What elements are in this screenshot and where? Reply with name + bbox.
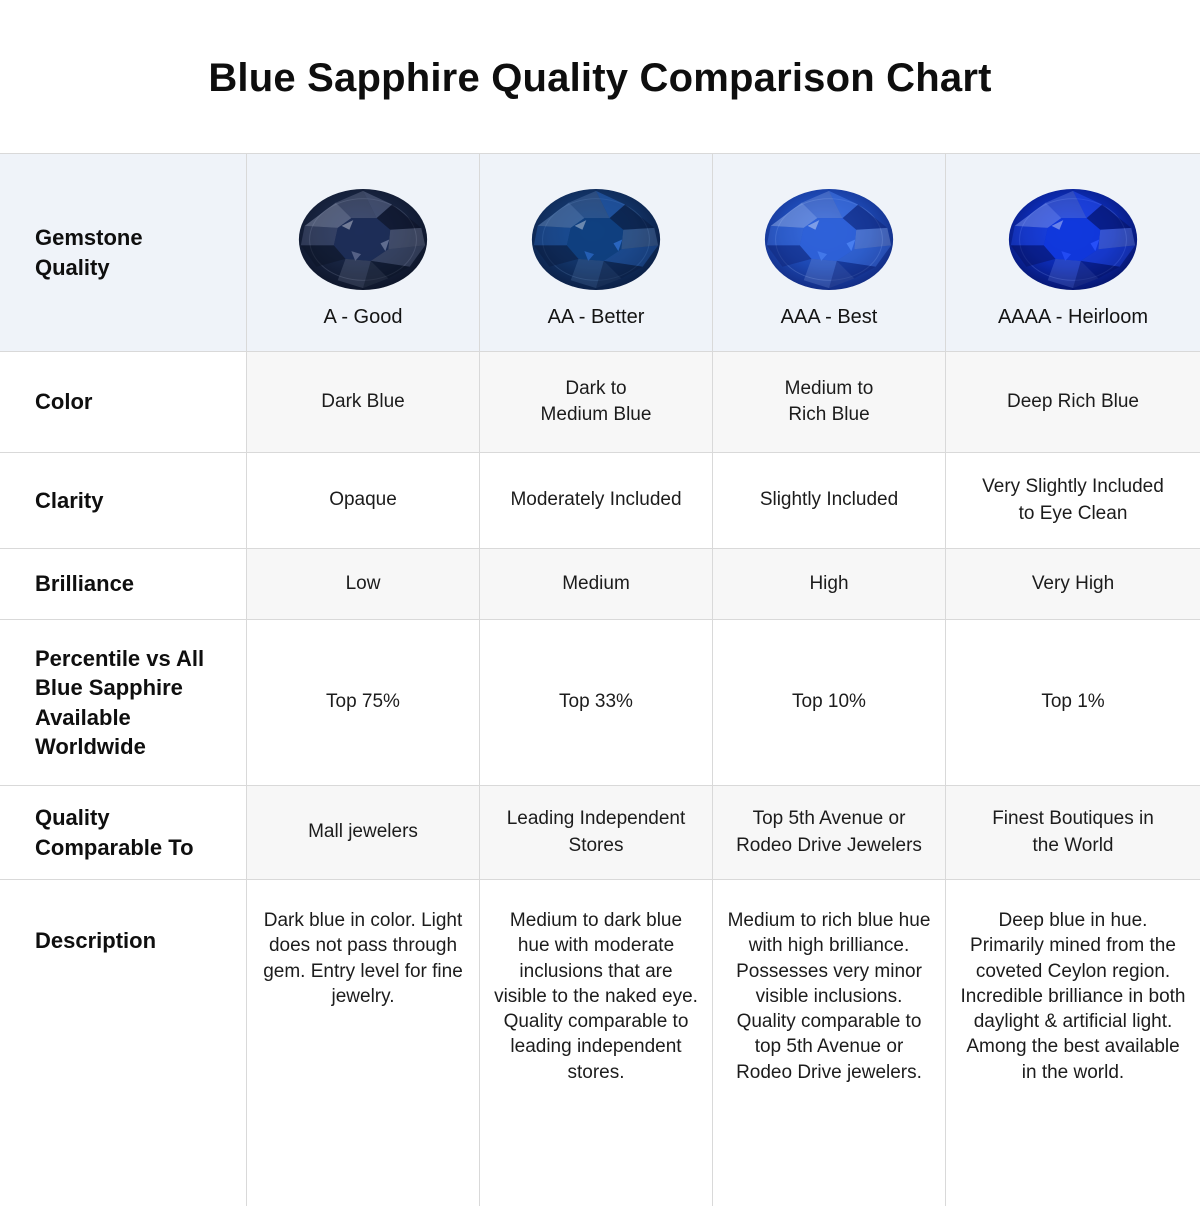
- clarity-row-label: Clarity: [35, 487, 104, 513]
- cell-text: Medium to rich blue hue with high brilli…: [727, 910, 931, 1083]
- quality-comparable-row-label: Quality Comparable To: [35, 805, 194, 860]
- comparison-table: Gemstone Quality A - Good AA - Better AA…: [0, 153, 1200, 1206]
- cell-text: Leading Independent Stores: [506, 808, 686, 856]
- header-cell-aaa-best: AAA - Best: [713, 154, 946, 351]
- table-row-color: Color Dark Blue Dark to Medium Blue Medi…: [0, 352, 1200, 453]
- percentile-value-aaaa: Top 1%: [946, 620, 1200, 785]
- brilliance-value-aa: Medium: [480, 549, 713, 619]
- sapphire-aa-better-image: [528, 185, 664, 294]
- cell-text: Top 10%: [792, 691, 866, 713]
- percentile-row-label: Percentile vs All Blue Sapphire Availabl…: [35, 646, 205, 759]
- cell-text: Dark Blue: [321, 390, 405, 412]
- cell-text: Mall jewelers: [308, 821, 418, 843]
- description-row-label: Description: [35, 928, 157, 953]
- grade-label-aaaa: AAAA - Heirloom: [997, 305, 1149, 328]
- cell-text: Top 1%: [1041, 691, 1105, 713]
- header-cell-a-good: A - Good: [247, 154, 480, 351]
- row-label-cell: Clarity: [0, 453, 247, 548]
- sapphire-a-good-image: [295, 185, 431, 294]
- cell-text: Deep Rich Blue: [1006, 390, 1140, 412]
- color-value-aaa: Medium to Rich Blue: [713, 352, 946, 452]
- clarity-value-aa: Moderately Included: [480, 453, 713, 548]
- header-label-cell: Gemstone Quality: [0, 154, 247, 351]
- row-label-cell: Description: [0, 880, 247, 1206]
- description-value-aaa: Medium to rich blue hue with high brilli…: [713, 880, 946, 1206]
- grade-label-aaa: AAA - Best: [780, 305, 878, 328]
- quality-value-aa: Leading Independent Stores: [480, 786, 713, 879]
- sapphire-aaa-best-image: [761, 185, 897, 294]
- cell-text: Very High: [1031, 572, 1115, 594]
- page-title: Blue Sapphire Quality Comparison Chart: [208, 56, 992, 100]
- cell-text: Top 75%: [326, 691, 400, 713]
- percentile-value-a: Top 75%: [247, 620, 480, 785]
- header-cell-aa-better: AA - Better: [480, 154, 713, 351]
- cell-text: Opaque: [329, 489, 397, 511]
- clarity-value-aaaa: Very Slightly Included to Eye Clean: [946, 453, 1200, 548]
- clarity-value-a: Opaque: [247, 453, 480, 548]
- cell-text: Very Slightly Included to Eye Clean: [982, 476, 1164, 524]
- row-label-cell: Quality Comparable To: [0, 786, 247, 879]
- description-value-aaaa: Deep blue in hue. Primarily mined from t…: [946, 880, 1200, 1206]
- table-row-clarity: Clarity Opaque Moderately Included Sligh…: [0, 453, 1200, 549]
- cell-text: Moderately Included: [510, 489, 682, 511]
- percentile-value-aaa: Top 10%: [713, 620, 946, 785]
- cell-text: Deep blue in hue. Primarily mined from t…: [960, 910, 1186, 1083]
- sapphire-aaaa-heirloom-image: [1005, 185, 1141, 294]
- cell-text: Top 33%: [559, 691, 633, 713]
- cell-text: Low: [345, 572, 381, 594]
- description-value-aa: Medium to dark blue hue with moderate in…: [480, 880, 713, 1206]
- cell-text: Dark blue in color. Light does not pass …: [263, 910, 463, 1007]
- row-label-cell: Percentile vs All Blue Sapphire Availabl…: [0, 620, 247, 785]
- header-cell-aaaa-heirloom: AAAA - Heirloom: [946, 154, 1200, 351]
- table-header-row: Gemstone Quality A - Good AA - Better AA…: [0, 154, 1200, 352]
- cell-text: Top 5th Avenue or Rodeo Drive Jewelers: [736, 808, 922, 856]
- brilliance-value-aaaa: Very High: [946, 549, 1200, 619]
- description-value-a: Dark blue in color. Light does not pass …: [247, 880, 480, 1206]
- grade-label-aa: AA - Better: [547, 305, 645, 328]
- color-value-aa: Dark to Medium Blue: [480, 352, 713, 452]
- gemstone-quality-label: Gemstone Quality: [35, 225, 143, 280]
- cell-text: Dark to Medium Blue: [540, 377, 652, 425]
- color-row-label: Color: [35, 389, 93, 415]
- cell-text: High: [809, 572, 849, 594]
- table-row-brilliance: Brilliance Low Medium High Very High: [0, 549, 1200, 620]
- cell-text: Medium to Rich Blue: [784, 377, 874, 425]
- percentile-value-aa: Top 33%: [480, 620, 713, 785]
- row-label-cell: Color: [0, 352, 247, 452]
- cell-text: Slightly Included: [759, 489, 899, 511]
- cell-text: Finest Boutiques in the World: [992, 808, 1154, 856]
- table-row-percentile: Percentile vs All Blue Sapphire Availabl…: [0, 620, 1200, 786]
- color-value-a: Dark Blue: [247, 352, 480, 452]
- brilliance-row-label: Brilliance: [35, 571, 135, 597]
- table-row-description: Description Dark blue in color. Light do…: [0, 880, 1200, 1206]
- table-row-quality-comparable: Quality Comparable To Mall jewelers Lead…: [0, 786, 1200, 880]
- quality-value-a: Mall jewelers: [247, 786, 480, 879]
- brilliance-value-a: Low: [247, 549, 480, 619]
- color-value-aaaa: Deep Rich Blue: [946, 352, 1200, 452]
- brilliance-value-aaa: High: [713, 549, 946, 619]
- grade-label-a: A - Good: [323, 305, 403, 328]
- cell-text: Medium: [562, 572, 630, 594]
- quality-value-aaaa: Finest Boutiques in the World: [946, 786, 1200, 879]
- quality-value-aaa: Top 5th Avenue or Rodeo Drive Jewelers: [713, 786, 946, 879]
- clarity-value-aaa: Slightly Included: [713, 453, 946, 548]
- row-label-cell: Brilliance: [0, 549, 247, 619]
- cell-text: Medium to dark blue hue with moderate in…: [494, 910, 698, 1083]
